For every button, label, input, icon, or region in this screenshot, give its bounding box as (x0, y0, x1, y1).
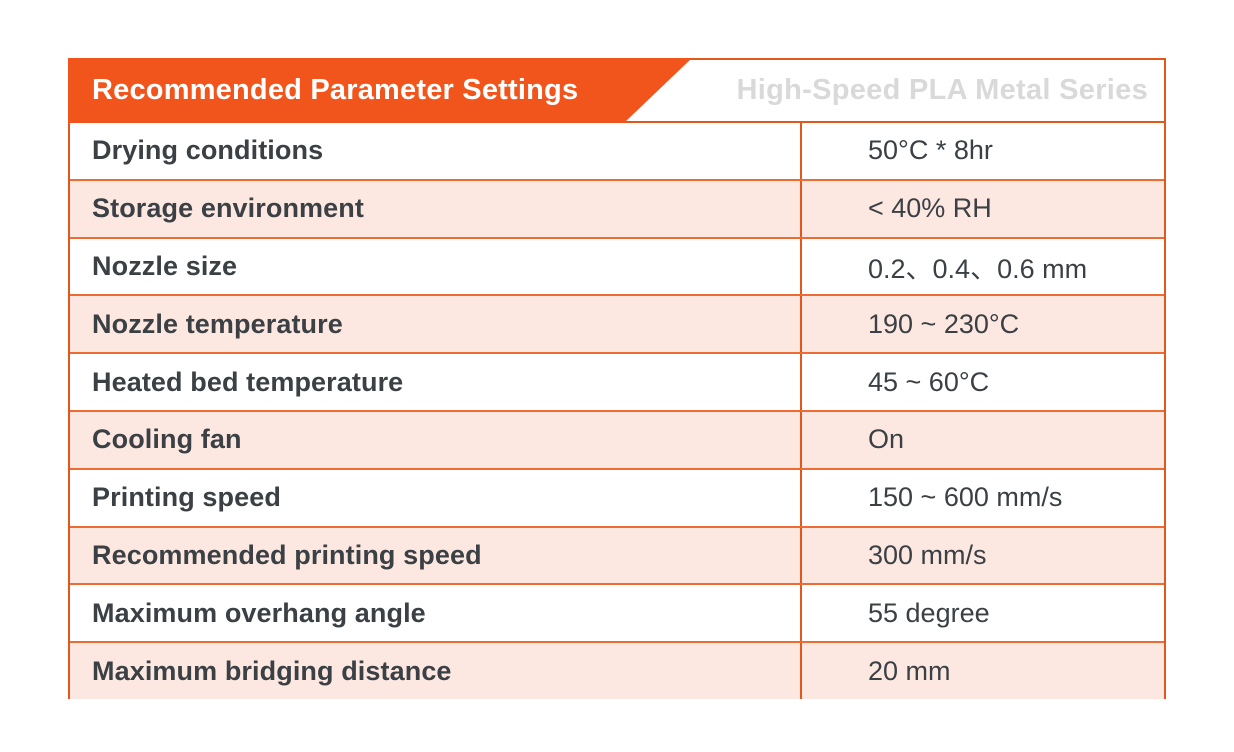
table-row: Printing speed 150 ~ 600 mm/s (70, 469, 1164, 528)
table-row: Cooling fan On (70, 411, 1164, 470)
parameter-value: 300 mm/s (868, 539, 987, 570)
parameter-label: Storage environment (70, 180, 802, 237)
parameter-label: Maximum bridging distance (70, 643, 802, 699)
header-banner: Recommended Parameter Settings (68, 58, 692, 123)
parameter-label: Maximum overhang angle (70, 585, 802, 642)
parameter-value: 20 mm (868, 655, 951, 686)
table-row: Maximum bridging distance 20 mm (70, 643, 1164, 699)
parameter-label: Nozzle temperature (70, 296, 802, 353)
parameter-label: Recommended printing speed (70, 527, 802, 584)
parameter-value: < 40% RH (868, 193, 992, 224)
parameter-label: Cooling fan (70, 411, 802, 468)
spec-rows: Drying conditions 50°C * 8hr Storage envir… (70, 123, 1164, 699)
table-row: Recommended printing speed 300 mm/s (70, 527, 1164, 586)
table-row: Nozzle size 0.2、0.4、0.6 mm (70, 238, 1164, 297)
parameter-value: 190 ~ 230°C (868, 308, 1020, 339)
table-row: Maximum overhang angle 55 degree (70, 585, 1164, 644)
table-header: Recommended Parameter Settings High-Spee… (70, 60, 1164, 123)
parameter-value: 45 ~ 60°C (868, 366, 990, 397)
spec-table-panel: Recommended Parameter Settings High-Spee… (68, 58, 1166, 699)
parameter-label: Heated bed temperature (70, 354, 802, 410)
table-title: Recommended Parameter Settings (92, 74, 579, 106)
table-row: Nozzle temperature 190 ~ 230°C (70, 296, 1164, 355)
table-row: Storage environment < 40% RH (70, 180, 1164, 239)
parameter-label: Drying conditions (70, 123, 802, 179)
parameter-value: 55 degree (868, 597, 990, 628)
parameter-label: Nozzle size (70, 238, 802, 295)
parameter-value: 0.2、0.4、0.6 mm (868, 253, 1088, 284)
series-name: High-Speed PLA Metal Series (736, 74, 1148, 106)
parameter-value: 150 ~ 600 mm/s (868, 482, 1063, 513)
table-row: Heated bed temperature 45 ~ 60°C (70, 354, 1164, 412)
parameter-value: 50°C * 8hr (868, 135, 993, 166)
table-row: Drying conditions 50°C * 8hr (70, 123, 1164, 181)
parameter-value: On (868, 424, 905, 455)
parameter-label: Printing speed (70, 469, 802, 526)
